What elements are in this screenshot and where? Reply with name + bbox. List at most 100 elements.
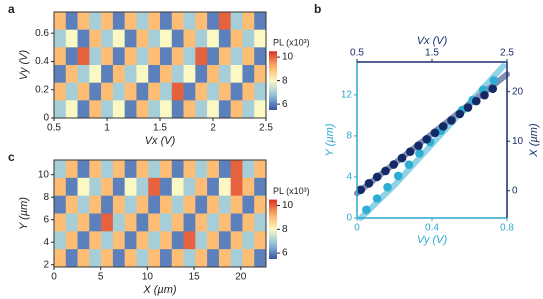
heat-cell <box>148 29 161 48</box>
point <box>383 182 392 192</box>
heat-cell <box>89 195 102 214</box>
x-axis-label: Vx (V) <box>145 135 176 147</box>
heat-cell <box>136 177 149 196</box>
heat-cell <box>195 82 208 101</box>
heat-cell <box>171 65 184 83</box>
heat-cell <box>124 195 137 214</box>
heat-cell <box>242 249 255 268</box>
heat-cell <box>207 29 220 48</box>
colorbar <box>269 199 277 259</box>
heat-cell <box>101 213 114 232</box>
heat-cell <box>77 160 90 179</box>
heat-cell <box>242 82 255 101</box>
heat-cell <box>89 47 102 66</box>
heat-cell <box>112 213 125 232</box>
point <box>488 84 498 94</box>
heat-cell <box>195 47 208 66</box>
point <box>438 122 448 131</box>
heat-cell <box>171 195 184 214</box>
heat-cell <box>183 82 196 101</box>
x-axis-label: Vy (V) <box>417 234 448 246</box>
y2-tick-label: 10 <box>282 200 294 211</box>
heat-cell <box>65 177 78 196</box>
x2-axis-label: Vx (V) <box>417 35 448 47</box>
heat-cell <box>77 12 90 30</box>
heat-cell <box>136 29 149 48</box>
heat-cell <box>54 160 67 179</box>
heat-cell <box>101 160 114 179</box>
colorbar-label: PL (x10³) <box>273 38 310 48</box>
heat-cell <box>65 231 78 250</box>
heat-cell <box>195 29 208 48</box>
y-tick-label: 0.4 <box>35 56 49 67</box>
heat-cell <box>160 231 173 250</box>
heat-cell <box>230 65 243 83</box>
heat-cell <box>77 29 90 48</box>
heat-cell <box>89 29 102 48</box>
point <box>381 166 390 176</box>
y2-axis-label: X (µm) <box>528 123 540 158</box>
heat-cell <box>160 213 173 232</box>
point <box>455 109 465 119</box>
heat-cell <box>254 213 267 232</box>
heat-cell <box>218 213 231 232</box>
heat-cell <box>136 65 149 83</box>
heat-cell <box>218 12 231 30</box>
heat-cell <box>124 177 137 196</box>
heat-cell <box>101 82 114 101</box>
heat-cell <box>242 100 255 119</box>
heat-cell <box>77 195 90 214</box>
y-tick-label: 0 <box>43 113 49 124</box>
y-tick-label: 4 <box>346 172 352 183</box>
heat-cell <box>230 231 243 250</box>
heat-cell <box>195 160 208 179</box>
point <box>389 160 399 169</box>
heat-cell <box>183 195 196 214</box>
heat-cell <box>254 12 267 30</box>
panel-letter: c <box>8 150 15 164</box>
heat-cell <box>101 29 114 48</box>
heat-cell <box>89 177 102 196</box>
heat-cell <box>195 12 208 30</box>
y2-tick-label: 8 <box>282 224 288 235</box>
heat-cell <box>136 195 149 214</box>
point <box>405 147 415 156</box>
heat-cell <box>218 195 231 214</box>
heat-cell <box>207 47 220 66</box>
heat-cell <box>148 195 161 214</box>
heat-cell <box>101 249 114 268</box>
heat-cell <box>112 231 125 250</box>
heat-cell <box>171 12 184 30</box>
heat-cell <box>77 47 90 66</box>
heat-cell <box>112 160 125 179</box>
heat-cell <box>207 12 220 30</box>
heat-cell <box>65 195 78 214</box>
heat-cell <box>183 65 196 83</box>
heat-cell <box>89 12 102 30</box>
heat-cell <box>148 47 161 66</box>
heat-cell <box>112 12 125 30</box>
heat-cell <box>160 100 173 119</box>
y-tick-label: 8 <box>346 131 352 142</box>
heat-cell <box>207 82 220 101</box>
heat-cell <box>218 47 231 66</box>
heat-cell <box>183 213 196 232</box>
heat-cell <box>242 195 255 214</box>
heat-cell <box>54 100 67 119</box>
heat-cell <box>171 47 184 66</box>
y2-tick-label: 8 <box>282 75 288 86</box>
heat-cell <box>89 65 102 83</box>
heat-cell <box>124 82 137 101</box>
heat-cell <box>160 177 173 196</box>
x-tick-label: 0.5 <box>47 123 61 134</box>
y2-tick-label: 6 <box>282 99 288 110</box>
heat-cell <box>136 213 149 232</box>
heat-cell <box>148 160 161 179</box>
heat-cell <box>242 47 255 66</box>
heat-cell <box>54 29 67 48</box>
heat-cell <box>160 249 173 268</box>
heat-cell <box>148 177 161 196</box>
heat-cell <box>54 249 67 268</box>
heat-cell <box>89 100 102 119</box>
